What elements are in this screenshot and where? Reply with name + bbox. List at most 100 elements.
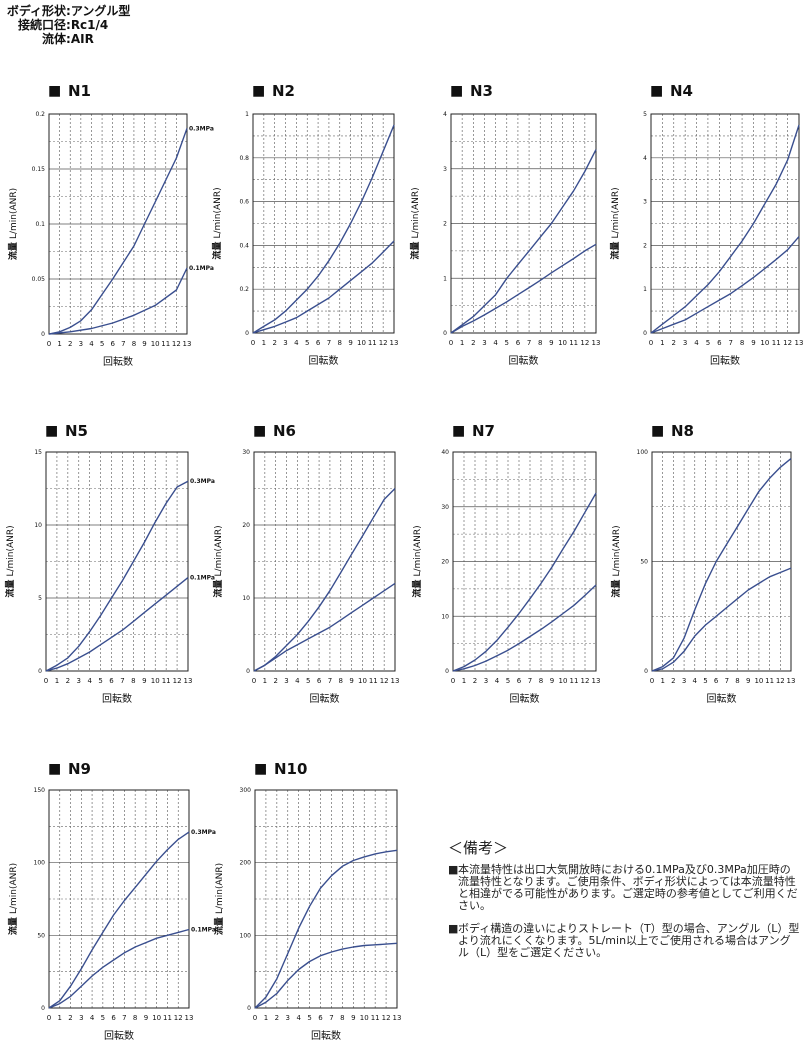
x-tick-label: 3 [79, 340, 83, 348]
y-tick-label: 100 [240, 932, 252, 939]
x-tick-label: 11 [570, 677, 579, 685]
series-label: 0.3MPa [189, 125, 214, 132]
x-tick-label: 11 [163, 1014, 172, 1022]
x-tick-label: 2 [275, 1014, 279, 1022]
chart-title-marker: ■ [48, 83, 61, 99]
y-axis-label: 流量 L/min(ANR) [4, 525, 16, 597]
chart-title: N9 [68, 760, 91, 778]
x-tick-label: 13 [787, 677, 796, 685]
y-axis-label-main: 流量 [610, 577, 622, 598]
x-tick-label: 3 [484, 677, 488, 685]
plot-frame [252, 113, 395, 334]
x-tick-label: 4 [493, 339, 498, 347]
series-line-0.1MPa [254, 942, 398, 1009]
x-tick-label: 11 [368, 339, 377, 347]
x-tick-label: 12 [174, 1014, 183, 1022]
y-tick-label: 2 [443, 221, 447, 228]
y-axis-label: 流量 L/min(ANR) [411, 525, 423, 597]
x-tick-label: 7 [527, 339, 531, 347]
x-tick-label: 7 [122, 1014, 126, 1022]
x-tick-label: 6 [517, 677, 522, 685]
chart-title: N8 [671, 422, 694, 440]
series-line-0.1MPa [45, 577, 189, 672]
x-tick-label: 1 [460, 339, 464, 347]
x-tick-label: 7 [725, 677, 729, 685]
chart-title: N2 [272, 82, 295, 100]
x-tick-label: 9 [746, 677, 750, 685]
y-tick-label: 10 [34, 522, 42, 529]
plot-frame [253, 451, 396, 672]
x-tick-label: 13 [185, 1014, 194, 1022]
x-tick-label: 12 [581, 677, 590, 685]
y-tick-label: 30 [242, 449, 250, 456]
y-tick-label: 4 [643, 155, 647, 162]
x-tick-label: 9 [751, 339, 755, 347]
x-tick-label: 7 [328, 677, 332, 685]
spec-line-body: ボディ形状: アングル型 [6, 4, 131, 18]
x-tick-label: 12 [580, 339, 589, 347]
spec-label: 接続口径 [17, 18, 66, 32]
y-tick-label: 0 [41, 331, 45, 338]
y-tick-label: 0.15 [32, 166, 46, 173]
spec-value: アングル型 [70, 4, 131, 18]
y-axis-label: 流量 L/min(ANR) [212, 525, 224, 597]
y-tick-label: 30 [441, 504, 449, 511]
y-tick-label: 0 [247, 1005, 251, 1012]
y-tick-label: 100 [637, 449, 649, 456]
spec-value: Rc1/4 [70, 18, 109, 32]
y-axis-label-unit: L/min(ANR) [213, 187, 223, 238]
x-tick-label: 0 [47, 1014, 51, 1022]
x-tick-label: 4 [90, 1014, 95, 1022]
x-tick-label: 3 [682, 677, 686, 685]
notes-panel: ＜備考＞ ■ 本流量特性は出口大気開放時における0.1MPa及び0.3MPa加圧… [448, 841, 800, 970]
y-tick-label: 0 [443, 330, 447, 337]
x-tick-label: 13 [184, 677, 193, 685]
plot-frame [450, 113, 597, 334]
x-tick-label: 2 [471, 339, 475, 347]
y-tick-label: 150 [34, 787, 46, 794]
spec-label: ボディ形状 [6, 4, 66, 18]
chart-title: N4 [670, 82, 693, 100]
y-tick-label: 5 [38, 595, 42, 602]
x-tick-label: 10 [151, 677, 160, 685]
x-axis-label: 回転数 [310, 692, 340, 705]
y-tick-label: 0.4 [239, 242, 249, 249]
x-tick-label: 10 [151, 340, 160, 348]
spec-header: ボディ形状: アングル型 接続口径: Rc1/4 流体: AIR [6, 4, 131, 46]
x-tick-label: 4 [495, 677, 500, 685]
x-tick-label: 2 [68, 340, 72, 348]
x-tick-label: 5 [306, 677, 310, 685]
y-tick-label: 0.2 [239, 286, 249, 293]
y-axis-label-unit: L/min(ANR) [612, 525, 622, 576]
x-tick-label: 13 [592, 677, 601, 685]
series-line-0.3MPa [650, 124, 800, 334]
y-tick-label: 40 [441, 449, 449, 456]
y-axis-label-main: 流量 [409, 239, 421, 260]
x-tick-label: 13 [390, 339, 399, 347]
spec-line-port: 接続口径: Rc1/4 [6, 18, 130, 32]
x-tick-label: 8 [339, 677, 343, 685]
x-tick-label: 8 [133, 1014, 137, 1022]
x-tick-label: 0 [44, 677, 48, 685]
x-tick-label: 8 [131, 677, 135, 685]
x-tick-label: 6 [318, 1014, 323, 1022]
x-tick-label: 0 [251, 339, 255, 347]
spec-line-fluid: 流体: AIR [6, 32, 130, 46]
note-bullet: ■ [448, 863, 459, 876]
x-tick-label: 4 [294, 339, 299, 347]
spec-label: 流体 [41, 32, 66, 46]
x-tick-label: 8 [538, 339, 542, 347]
x-tick-label: 7 [728, 339, 732, 347]
x-tick-label: 9 [550, 677, 554, 685]
x-tick-label: 1 [58, 1014, 62, 1022]
x-axis-label: 回転数 [510, 692, 540, 705]
x-tick-label: 2 [273, 677, 277, 685]
chart-title: N3 [470, 82, 493, 100]
y-axis-label-main: 流量 [7, 914, 19, 935]
y-tick-label: 1 [443, 275, 447, 282]
